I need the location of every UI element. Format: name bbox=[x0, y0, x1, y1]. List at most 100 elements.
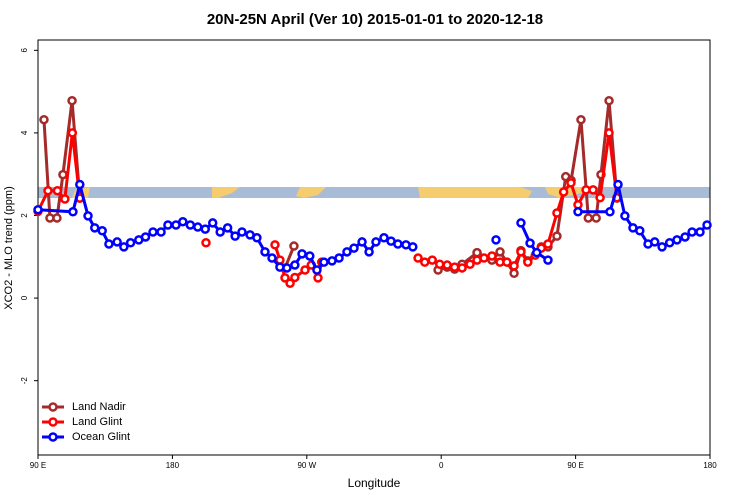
point bbox=[60, 194, 70, 204]
y-axis-label: XCO2 - MLO trend (ppm) bbox=[3, 186, 15, 309]
x-tick-label: 90 E bbox=[30, 461, 46, 470]
point bbox=[457, 263, 467, 273]
point bbox=[509, 261, 519, 271]
point bbox=[75, 179, 85, 190]
point bbox=[33, 204, 43, 215]
point bbox=[200, 224, 211, 234]
legend-marker bbox=[48, 402, 58, 412]
point bbox=[290, 260, 300, 270]
point bbox=[163, 220, 173, 230]
point bbox=[282, 263, 292, 273]
point bbox=[604, 128, 614, 138]
point bbox=[680, 232, 690, 242]
point bbox=[267, 253, 277, 263]
point bbox=[222, 223, 233, 233]
point bbox=[285, 278, 295, 288]
point bbox=[502, 257, 512, 267]
point bbox=[67, 128, 78, 138]
point bbox=[334, 253, 344, 263]
point bbox=[552, 231, 562, 241]
chart-title: 20N-25N April (Ver 10) 2015-01-01 to 202… bbox=[207, 11, 543, 28]
point bbox=[532, 247, 542, 258]
point bbox=[552, 208, 562, 218]
point bbox=[672, 235, 682, 245]
point bbox=[420, 257, 430, 267]
legend-marker bbox=[48, 417, 58, 427]
point bbox=[558, 187, 569, 197]
legend-label: Land Glint bbox=[72, 416, 122, 428]
x-tick-label: 90 W bbox=[297, 461, 316, 470]
point bbox=[83, 211, 93, 221]
x-axis-label: Longitude bbox=[348, 476, 401, 490]
y-tick-label: -2 bbox=[20, 377, 29, 385]
y-tick-label: 0 bbox=[20, 295, 29, 300]
point bbox=[289, 241, 299, 251]
point bbox=[104, 239, 114, 249]
y-tick-label: 4 bbox=[20, 130, 29, 135]
x-tick-label: 90 E bbox=[567, 461, 583, 470]
point bbox=[260, 247, 270, 257]
point bbox=[583, 213, 594, 223]
point bbox=[479, 253, 489, 263]
point bbox=[364, 247, 374, 257]
point bbox=[371, 237, 381, 247]
legend-label: Ocean Glint bbox=[72, 431, 130, 443]
point bbox=[613, 179, 623, 190]
point bbox=[312, 265, 322, 275]
y-tick-label: 2 bbox=[20, 213, 29, 218]
point bbox=[516, 247, 526, 257]
point bbox=[319, 257, 329, 267]
point bbox=[230, 231, 240, 241]
point bbox=[393, 239, 403, 249]
point bbox=[357, 237, 367, 247]
legend-marker bbox=[48, 432, 58, 442]
point bbox=[207, 218, 218, 228]
land-mask-band bbox=[38, 187, 710, 198]
point bbox=[442, 260, 452, 270]
point bbox=[427, 255, 437, 265]
point bbox=[270, 240, 280, 250]
point bbox=[379, 233, 389, 243]
point bbox=[573, 207, 583, 217]
point bbox=[67, 95, 77, 106]
point bbox=[119, 242, 129, 252]
point bbox=[695, 227, 705, 237]
x-tick-label: 180 bbox=[166, 461, 180, 470]
point bbox=[408, 242, 418, 252]
point bbox=[434, 259, 445, 269]
point bbox=[52, 185, 63, 196]
point bbox=[237, 227, 247, 237]
point bbox=[509, 268, 519, 279]
point bbox=[342, 247, 352, 257]
point bbox=[525, 238, 535, 248]
point bbox=[290, 272, 300, 283]
point bbox=[635, 226, 645, 236]
point bbox=[516, 218, 526, 228]
point bbox=[201, 238, 211, 248]
point bbox=[58, 169, 68, 180]
point bbox=[487, 251, 497, 261]
point bbox=[664, 238, 675, 248]
point bbox=[349, 243, 359, 253]
point bbox=[605, 207, 615, 217]
point bbox=[97, 226, 107, 236]
point bbox=[591, 213, 601, 223]
point bbox=[465, 259, 475, 269]
point bbox=[125, 238, 136, 248]
y-tick-label: 6 bbox=[20, 48, 29, 53]
point bbox=[39, 114, 49, 125]
point bbox=[620, 211, 630, 221]
plot-frame bbox=[37, 39, 711, 456]
point bbox=[280, 273, 290, 283]
point bbox=[588, 185, 598, 195]
point bbox=[156, 227, 166, 237]
x-tick-label: 180 bbox=[703, 461, 717, 470]
point bbox=[523, 257, 533, 267]
point bbox=[300, 265, 310, 275]
point bbox=[449, 262, 460, 272]
point bbox=[595, 192, 605, 203]
x-tick-label: 0 bbox=[439, 461, 444, 470]
point bbox=[413, 253, 423, 263]
point bbox=[543, 255, 553, 265]
